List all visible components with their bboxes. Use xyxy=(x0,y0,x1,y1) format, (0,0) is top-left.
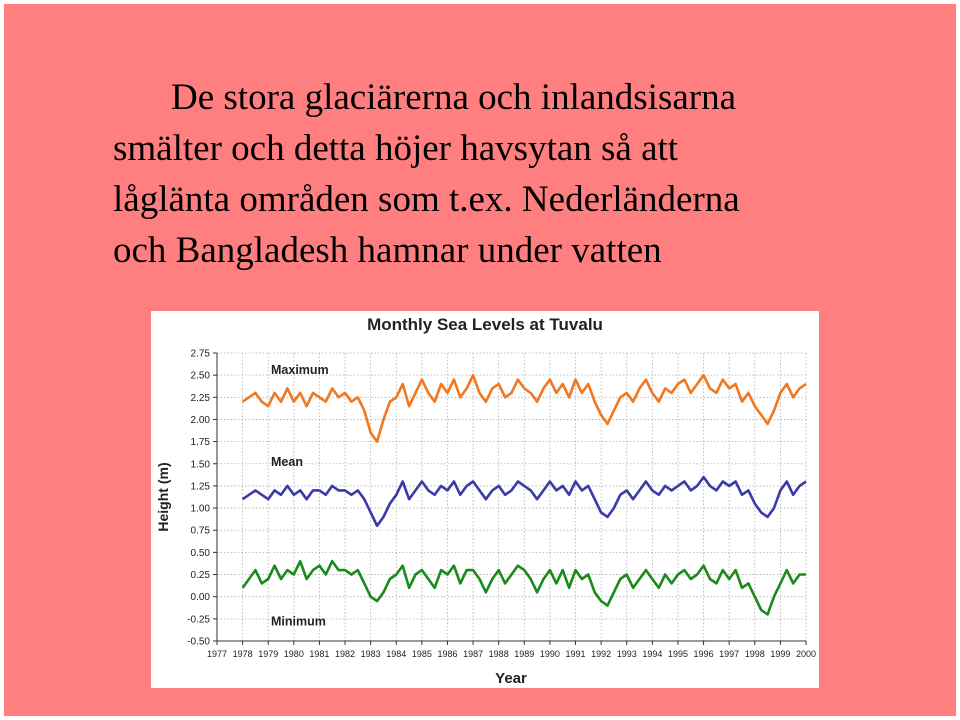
chart-panel: -0.50 -0.25 0.00 0.25 0.50 0.75 1.00 1.25 1.50 1.… xyxy=(151,311,819,688)
x-tick-label: 1992 xyxy=(591,649,611,659)
y-tick-label: 0.25 xyxy=(191,570,211,581)
x-tick-label: 1983 xyxy=(361,649,381,659)
y-tick-label: 1.50 xyxy=(191,459,211,470)
x-tick-label: 1984 xyxy=(386,649,406,659)
x-tick-label: 1993 xyxy=(617,649,637,659)
x-tick-label: 1981 xyxy=(309,649,329,659)
x-tick-label: 1995 xyxy=(668,649,688,659)
series-line-mean xyxy=(241,475,807,528)
slide-text: De stora glaciärerna och inlandsisarna sm… xyxy=(113,72,933,276)
x-tick-label: 2000 xyxy=(796,649,816,659)
series-line-minimum xyxy=(241,559,806,616)
slide-text-line-2: smälter och detta höjer havsytan så att xyxy=(113,128,679,169)
chart-grid xyxy=(216,352,807,642)
y-tick-label: 0.00 xyxy=(191,592,211,603)
x-axis-label: Year xyxy=(495,670,527,687)
chart-title: Monthly Sea Levels at Tuvalu xyxy=(367,315,603,334)
y-tick-label: 2.50 xyxy=(191,371,211,382)
y-tick-label: 1.00 xyxy=(191,504,211,515)
chart-series xyxy=(241,373,807,616)
annotation-mean: Mean xyxy=(271,455,303,469)
sea-level-chart: -0.50 -0.25 0.00 0.25 0.50 0.75 1.00 1.25 1.50 1.… xyxy=(155,315,816,687)
x-tick-label: 1994 xyxy=(642,649,662,659)
y-tick-label: 2.25 xyxy=(191,393,211,404)
x-tick-label: 1985 xyxy=(412,649,432,659)
series-line-maximum xyxy=(241,373,807,443)
x-tick-label: 1980 xyxy=(284,649,304,659)
slide-text-line-3: låglänta områden som t.ex. Nederländerna xyxy=(113,179,740,220)
x-tick-label: 1987 xyxy=(463,649,483,659)
y-tick-label: -0.25 xyxy=(187,614,210,625)
x-tick-label: 1996 xyxy=(694,649,714,659)
y-tick-label: 1.25 xyxy=(191,481,211,492)
chart-labels: Monthly Sea Levels at Tuvalu Year Height (… xyxy=(155,315,603,687)
y-tick-label: -0.50 xyxy=(187,637,210,648)
y-tick-label: 0.75 xyxy=(191,526,211,537)
y-tick-label: 2.75 xyxy=(191,349,211,360)
x-tick-label: 1990 xyxy=(540,649,560,659)
x-tick-label: 1997 xyxy=(719,649,739,659)
x-tick-label: 1978 xyxy=(233,649,253,659)
slide-text-line-1: De stora glaciärerna och inlandsisarna xyxy=(171,77,737,118)
x-tick-label: 1999 xyxy=(770,649,790,659)
annotation-minimum: Minimum xyxy=(271,615,326,629)
x-tick-label: 1986 xyxy=(437,649,457,659)
x-tick-label: 1982 xyxy=(335,649,355,659)
y-axis-label: Height (m) xyxy=(155,462,171,531)
y-tick-label: 1.75 xyxy=(191,437,211,448)
x-tick-label: 1979 xyxy=(258,649,278,659)
x-tick-label: 1989 xyxy=(514,649,534,659)
y-tick-label: 0.50 xyxy=(191,548,211,559)
x-tick-label: 1991 xyxy=(566,649,586,659)
x-tick-label: 1988 xyxy=(489,649,509,659)
chart-axes: -0.50 -0.25 0.00 0.25 0.50 0.75 1.00 1.25 1.50 1.… xyxy=(187,349,816,660)
slide-text-line-4: och Bangladesh hamnar under vatten xyxy=(113,230,662,271)
annotation-maximum: Maximum xyxy=(271,363,329,377)
x-tick-label: 1998 xyxy=(745,649,765,659)
y-tick-label: 2.00 xyxy=(191,415,211,426)
x-tick-label: 1977 xyxy=(207,649,227,659)
